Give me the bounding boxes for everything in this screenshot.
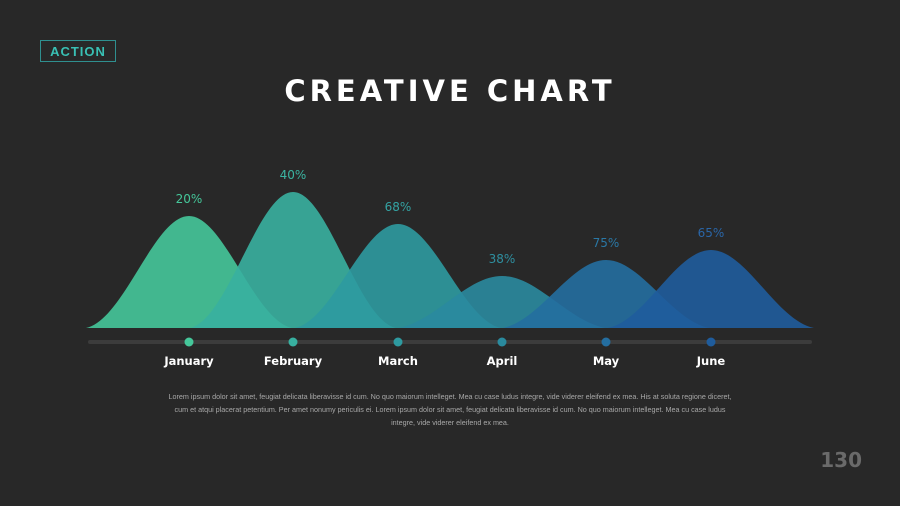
category-label-june: June xyxy=(696,354,726,368)
value-label-may: 75% xyxy=(593,236,620,250)
chart-peaks xyxy=(86,192,814,328)
category-label-may: May xyxy=(593,354,620,368)
marker-february xyxy=(288,337,298,347)
marker-june xyxy=(706,337,716,347)
category-label-april: April xyxy=(487,354,518,368)
value-label-january: 20% xyxy=(176,192,203,206)
marker-march xyxy=(393,337,403,347)
chart-value-labels: 20% 40% 68% 38% 75% 65% xyxy=(176,168,725,266)
chart-markers xyxy=(184,337,716,347)
value-label-march: 68% xyxy=(385,200,412,214)
value-label-february: 40% xyxy=(280,168,307,182)
brand-logo: ACTION xyxy=(40,40,116,62)
brand-logo-text: ACTION xyxy=(50,43,106,59)
slide-description: Lorem ipsum dolor sit amet, feugiat deli… xyxy=(168,392,732,427)
chart-category-labels: January February March April May June xyxy=(163,354,725,368)
timeline-axis xyxy=(88,340,812,344)
value-label-june: 65% xyxy=(698,226,725,240)
marker-april xyxy=(497,337,507,347)
page-number: 130 xyxy=(820,448,862,472)
peak-june xyxy=(608,250,814,328)
category-label-march: March xyxy=(378,354,418,368)
marker-january xyxy=(184,337,194,347)
category-label-february: February xyxy=(264,354,323,368)
slide-title: CREATIVE CHART xyxy=(284,74,616,108)
value-label-april: 38% xyxy=(489,252,516,266)
category-label-january: January xyxy=(163,354,214,368)
marker-may xyxy=(601,337,611,347)
